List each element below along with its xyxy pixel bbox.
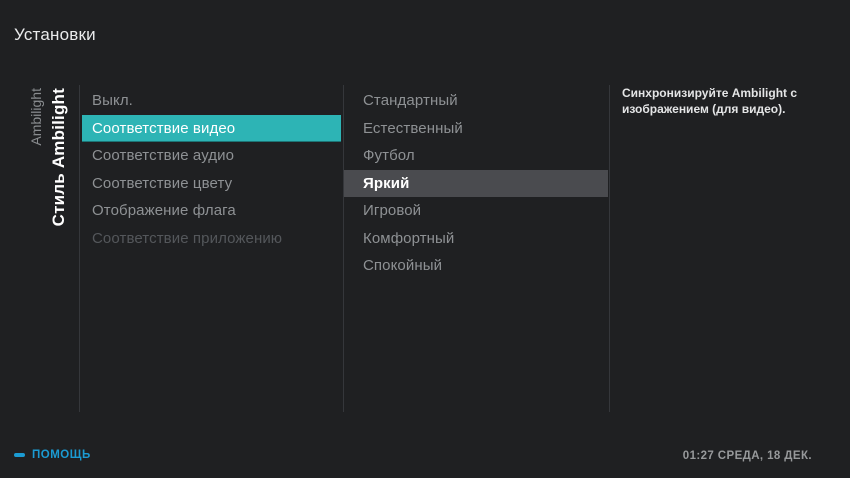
submenu-item-natural[interactable]: Естественный bbox=[363, 119, 463, 137]
help-key-dash-icon bbox=[14, 453, 25, 457]
menu-item-follow-app: Соответствие приложению bbox=[92, 229, 283, 247]
submenu-item-relax[interactable]: Спокойный bbox=[363, 257, 443, 275]
menu-item-follow-audio[interactable]: Соответствие аудио bbox=[92, 147, 235, 165]
menu-item-follow-color[interactable]: Соответствие цвету bbox=[92, 174, 233, 192]
section-label-text: Ambilight bbox=[28, 88, 44, 146]
help-button-label: ПОМОЩЬ bbox=[32, 449, 91, 461]
submenu-item-football[interactable]: Футбол bbox=[363, 147, 415, 165]
divider-sidebar bbox=[79, 85, 80, 412]
current-label-text: Стиль Ambilight bbox=[49, 88, 68, 227]
submenu-item-game[interactable]: Игровой bbox=[363, 202, 422, 220]
page-title: Установки bbox=[14, 25, 96, 44]
submenu-item-standard[interactable]: Стандартный bbox=[363, 92, 458, 110]
clock-text: 01:27 СРЕДА, 18 ДЕК. bbox=[682, 450, 812, 462]
menu-item-flag-display[interactable]: Отображение флага bbox=[92, 202, 236, 220]
description-text: Синхронизируйте Ambilight с изображением… bbox=[622, 86, 798, 116]
menu-item-off[interactable]: Выкл. bbox=[92, 92, 133, 110]
help-button[interactable]: ПОМОЩЬ bbox=[14, 449, 91, 461]
menu-item-follow-video[interactable]: Соответствие видео bbox=[82, 114, 341, 142]
ambilight-style-menu: Выкл. Соответствие видео Соответствие ау… bbox=[82, 87, 341, 252]
video-style-submenu: Стандартный Естественный Футбол Яркий Иг… bbox=[344, 87, 608, 280]
submenu-item-vivid[interactable]: Яркий bbox=[344, 169, 608, 197]
submenu-item-comfort[interactable]: Комфортный bbox=[363, 229, 455, 247]
divider-menu-submenu bbox=[343, 85, 344, 412]
divider-submenu-description bbox=[609, 85, 610, 412]
